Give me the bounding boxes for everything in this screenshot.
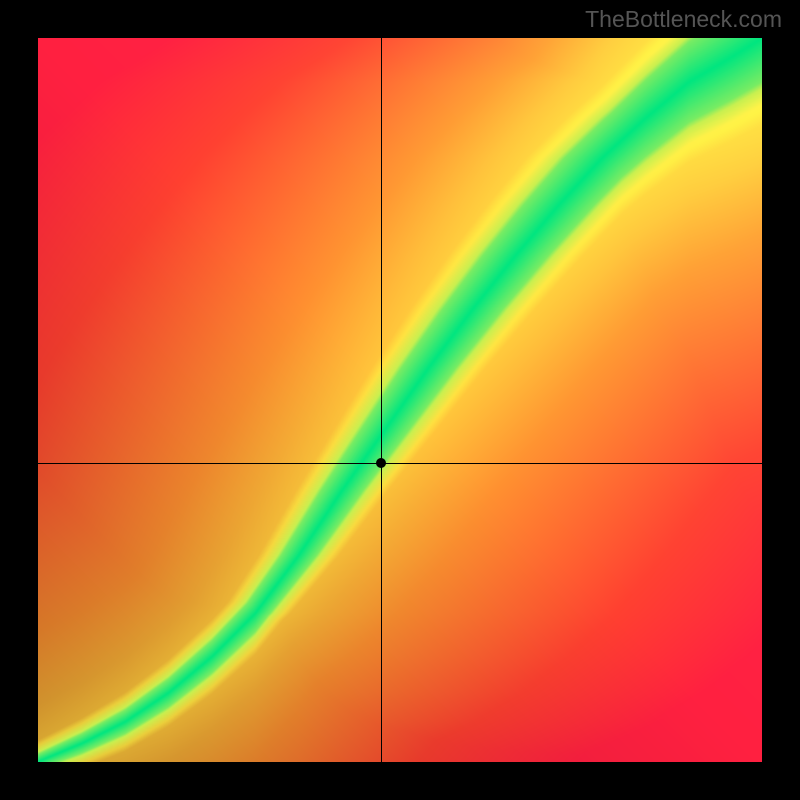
- plot-area: [38, 38, 762, 762]
- watermark-text: TheBottleneck.com: [585, 6, 782, 33]
- crosshair-horizontal: [38, 463, 762, 464]
- heatmap-canvas: [38, 38, 762, 762]
- chart-container: TheBottleneck.com: [0, 0, 800, 800]
- crosshair-vertical: [381, 38, 382, 762]
- data-point-marker: [376, 458, 386, 468]
